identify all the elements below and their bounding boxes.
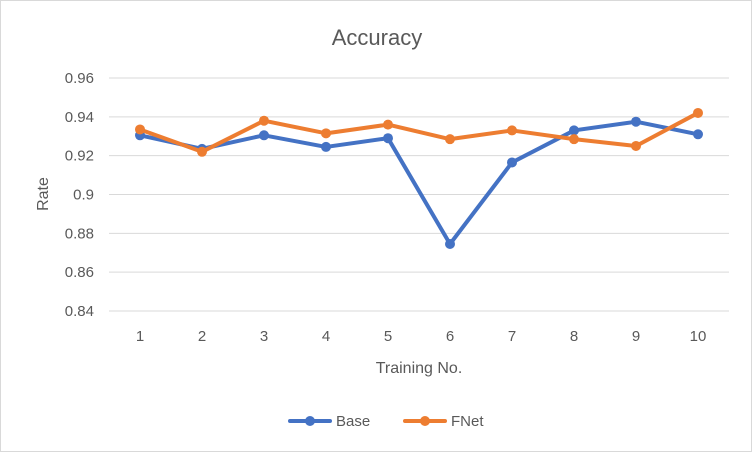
gridlines — [109, 77, 729, 312]
data-point — [631, 140, 641, 151]
y-tick-label: 0.88 — [65, 225, 94, 242]
data-point — [569, 134, 579, 145]
y-axis-title: Rate — [35, 177, 52, 211]
data-point — [321, 141, 331, 152]
data-point — [259, 115, 269, 126]
x-tick-label: 10 — [690, 328, 707, 345]
y-tick-label: 0.96 — [65, 70, 94, 87]
x-tick-label: 5 — [384, 328, 392, 345]
series-base — [135, 116, 703, 250]
series-lines — [135, 107, 703, 250]
y-axis-ticks: 0.84 0.86 0.88 0.9 0.92 0.94 0.96 — [65, 70, 94, 320]
y-tick-label: 0.92 — [65, 148, 94, 165]
x-tick-label: 6 — [446, 328, 454, 345]
x-tick-label: 9 — [632, 328, 640, 345]
x-axis-ticks: 1 2 3 4 5 6 7 8 9 10 — [136, 328, 707, 345]
data-point — [631, 116, 641, 127]
legend-marker — [420, 416, 430, 426]
data-point — [507, 157, 517, 168]
series-fnet — [135, 107, 703, 157]
x-tick-label: 1 — [136, 328, 144, 345]
legend-label: FNet — [451, 413, 484, 430]
data-point — [507, 125, 517, 136]
series-line — [138, 119, 700, 247]
data-point — [383, 133, 393, 144]
data-point — [569, 125, 579, 136]
x-axis-title: Training No. — [376, 360, 463, 377]
x-tick-label: 2 — [198, 328, 206, 345]
y-tick-label: 0.94 — [65, 109, 94, 126]
series-line — [138, 110, 700, 154]
data-point — [135, 124, 145, 135]
data-point — [321, 128, 331, 139]
x-tick-label: 3 — [260, 328, 268, 345]
legend: Base FNet — [288, 413, 484, 430]
data-point — [445, 134, 455, 145]
y-tick-label: 0.86 — [65, 264, 94, 281]
data-point — [693, 107, 703, 118]
legend-item-base: Base — [288, 413, 370, 430]
legend-marker — [305, 416, 315, 426]
x-tick-label: 7 — [508, 328, 516, 345]
y-tick-label: 0.9 — [73, 187, 94, 204]
legend-item-fnet: FNet — [403, 413, 484, 430]
data-point — [383, 119, 393, 130]
data-point — [445, 239, 455, 250]
x-tick-label: 4 — [322, 328, 330, 345]
data-point — [693, 129, 703, 140]
y-tick-label: 0.84 — [65, 303, 94, 320]
data-point — [259, 130, 269, 141]
data-point — [197, 146, 207, 157]
x-tick-label: 8 — [570, 328, 578, 345]
chart-title: Accuracy — [332, 25, 422, 50]
legend-label: Base — [336, 413, 370, 430]
